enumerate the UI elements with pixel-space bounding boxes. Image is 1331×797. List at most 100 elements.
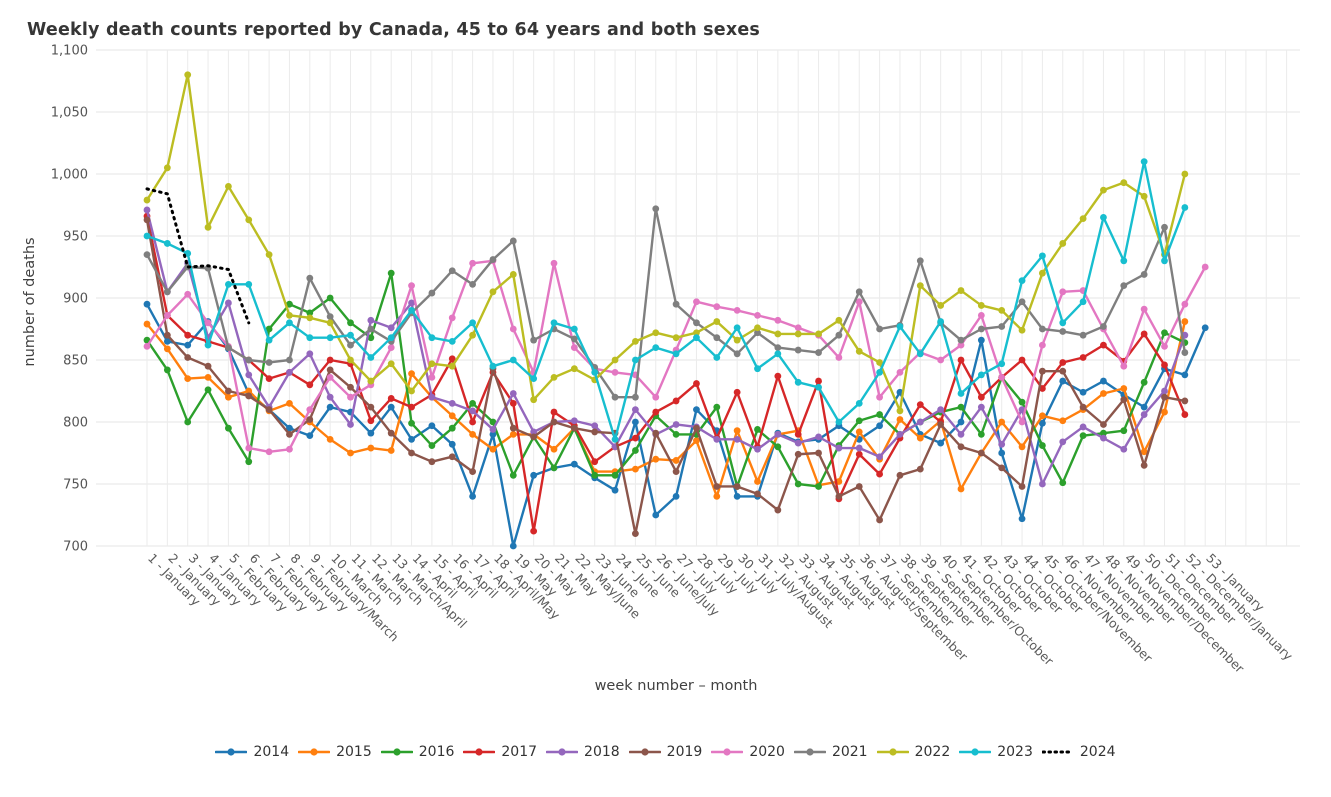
data-point-2016	[1100, 429, 1107, 437]
data-point-2022	[1100, 186, 1107, 194]
data-point-2017	[509, 400, 517, 407]
data-point-2022	[509, 271, 517, 278]
data-point-2015	[204, 373, 212, 381]
legend-swatch-2022	[876, 748, 909, 756]
data-point-2023	[225, 280, 232, 288]
data-point-2018	[896, 431, 904, 438]
data-point-2016	[163, 366, 171, 374]
data-point-2016	[1079, 432, 1087, 440]
data-point-2022	[286, 311, 293, 319]
data-point-2017	[550, 408, 558, 416]
data-point-2022	[530, 396, 538, 404]
legend-item-2014[interactable]: 2014	[215, 744, 289, 760]
data-point-2023	[306, 334, 314, 342]
data-point-2019	[977, 449, 985, 457]
data-point-2019	[143, 216, 151, 224]
data-point-2019	[835, 493, 843, 500]
data-point-2014	[489, 431, 497, 438]
legend-swatch-2015	[298, 748, 331, 756]
data-point-2015	[632, 465, 639, 473]
data-point-2020	[428, 373, 436, 381]
data-point-2023	[977, 371, 985, 379]
legend-item-2015[interactable]: 2015	[298, 744, 372, 760]
data-point-2016	[184, 418, 192, 426]
legend-swatch-2024	[1041, 750, 1074, 754]
legend-label: 2018	[584, 744, 620, 760]
y-tick-label: 1,000	[51, 168, 88, 183]
data-point-2018	[326, 393, 334, 401]
data-point-2022	[1120, 179, 1128, 187]
data-point-2018	[998, 440, 1006, 448]
data-point-2015	[672, 457, 680, 464]
data-point-2022	[387, 360, 395, 368]
data-point-2018	[713, 435, 721, 443]
legend-item-2019[interactable]: 2019	[628, 744, 703, 760]
legend-item-2017[interactable]: 2017	[463, 744, 537, 760]
data-point-2021	[754, 329, 761, 337]
legend-swatch-2021	[793, 748, 826, 756]
data-point-2015	[1140, 448, 1148, 456]
legend: 2014 2015 2016 2017 2018 2019 2020 2021 2022 2023…	[0, 744, 1331, 760]
data-point-2015	[733, 427, 741, 435]
data-point-2017	[733, 388, 741, 396]
data-point-2015	[998, 418, 1006, 426]
legend-item-2016[interactable]: 2016	[380, 744, 454, 760]
data-point-2018	[489, 426, 497, 433]
line-chart: 700 750 800 850 900 950 1,000 1,050 1,100 1 - Ja…	[22, 44, 1300, 694]
data-point-2021	[245, 356, 253, 364]
data-point-2019	[672, 468, 680, 475]
data-point-2020	[1181, 300, 1189, 308]
legend-item-2024[interactable]: 2024	[1041, 744, 1116, 760]
data-point-2021	[855, 288, 863, 296]
data-point-2022	[652, 329, 660, 337]
legend-item-2021[interactable]: 2021	[793, 744, 868, 760]
data-point-2016	[326, 294, 334, 302]
data-point-2021	[652, 205, 660, 213]
data-point-2022	[876, 359, 883, 366]
data-point-2021	[448, 267, 456, 275]
data-point-2018	[672, 421, 680, 428]
data-point-2022	[245, 216, 253, 224]
data-point-2022	[957, 287, 965, 294]
data-point-2019	[509, 424, 517, 432]
data-point-2023	[774, 350, 782, 358]
legend-item-2018[interactable]: 2018	[546, 744, 620, 760]
data-point-2022	[693, 329, 700, 337]
data-point-2018	[245, 371, 253, 379]
data-point-2021	[713, 334, 721, 342]
data-point-2019	[347, 383, 354, 391]
data-point-2022	[1140, 192, 1148, 200]
data-point-2023	[428, 334, 436, 342]
data-point-2017	[1018, 356, 1026, 364]
data-point-2016	[265, 325, 273, 333]
data-point-2022	[754, 324, 761, 332]
data-point-2019	[1100, 421, 1107, 428]
legend-item-2022[interactable]: 2022	[876, 744, 950, 760]
legend-item-2020[interactable]: 2020	[711, 744, 785, 760]
data-point-2022	[550, 373, 558, 381]
data-point-2022	[794, 330, 802, 338]
data-point-2019	[163, 331, 171, 339]
data-point-2020	[1039, 341, 1046, 349]
data-point-2021	[1039, 325, 1046, 333]
data-point-2016	[591, 471, 599, 479]
data-point-2021	[1181, 349, 1189, 356]
legend-label: 2019	[666, 744, 703, 760]
data-point-2020	[1018, 418, 1026, 426]
legend-item-2023[interactable]: 2023	[959, 744, 1033, 760]
data-point-2016	[509, 471, 517, 479]
data-point-2017	[408, 403, 415, 411]
data-point-2018	[733, 435, 741, 443]
y-tick-label: 700	[63, 540, 88, 555]
data-point-2021	[530, 336, 538, 344]
data-point-2023	[530, 375, 538, 382]
data-point-2017	[815, 377, 822, 385]
data-point-2022	[225, 183, 232, 190]
data-point-2019	[306, 416, 314, 423]
data-point-2023	[713, 354, 721, 361]
data-point-2015	[448, 412, 456, 420]
data-point-2020	[652, 393, 660, 401]
data-point-2022	[1079, 215, 1087, 223]
data-point-2015	[286, 400, 293, 407]
data-point-2023	[286, 319, 293, 327]
